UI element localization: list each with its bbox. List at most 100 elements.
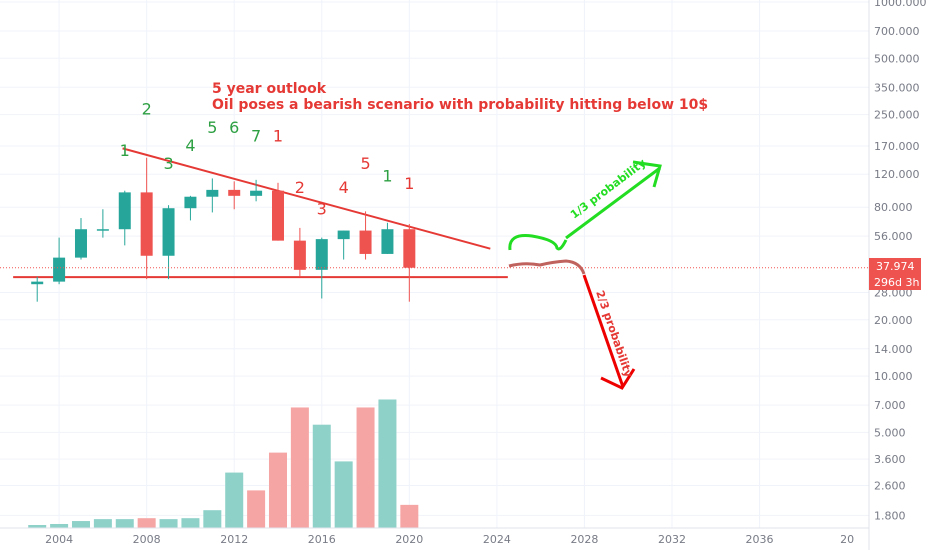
last-price-badge: [869, 258, 921, 274]
candle-body: [381, 229, 394, 254]
y-tick-label: 7.000: [874, 399, 906, 412]
wave-count-label: 1: [273, 126, 283, 145]
y-tick-label: 250.000: [874, 109, 920, 122]
x-tick-label: 2004: [45, 533, 73, 546]
candle-body: [315, 239, 328, 270]
wave-count-label: 6: [229, 118, 239, 137]
y-tick-label: 10.000: [874, 370, 913, 383]
candle-body: [53, 257, 66, 282]
bullish-projection-curve: [508, 234, 568, 251]
candle-body: [403, 229, 416, 268]
volume-bar: [334, 461, 353, 528]
wave-count-label: 1: [382, 166, 392, 185]
chart-subtitle: Oil poses a bearish scenario with probab…: [212, 97, 708, 113]
candle-body: [96, 229, 109, 231]
volume-bar: [356, 407, 375, 528]
volume-bar: [181, 518, 200, 528]
bullish-projection-arrowhead: [632, 160, 662, 188]
wave-count-label: 1: [404, 174, 414, 193]
y-tick-label: 5.000: [874, 426, 906, 439]
grid-lines: [0, 0, 869, 528]
y-tick-label: 350.000: [874, 81, 920, 94]
x-tick-label: 2024: [483, 533, 511, 546]
y-tick-label: 80.000: [874, 201, 913, 214]
candle-body: [250, 190, 263, 196]
y-tick-label: 2.600: [874, 480, 906, 493]
candle-body: [293, 240, 306, 270]
y-tick-label: 120.000: [874, 168, 920, 181]
x-tick-label: 2020: [395, 533, 423, 546]
trend-lines: [13, 147, 508, 279]
probability-up-label: 1/3 probability: [568, 156, 648, 221]
volume-bar: [290, 407, 309, 528]
bearish-projection-curve: [508, 259, 586, 275]
countdown-badge: [869, 274, 921, 290]
volume-bar: [159, 519, 178, 528]
y-tick-label: 3.600: [874, 453, 906, 466]
volume-bar: [225, 472, 244, 528]
outlook-annotation: 5 year outlook Oil poses a bearish scena…: [212, 81, 708, 113]
x-tick-label: 2008: [133, 533, 161, 546]
volume-bar: [137, 518, 156, 528]
last-price-badge-text: 37.974: [876, 260, 915, 273]
volume-histogram: [28, 399, 419, 528]
candle-body: [74, 229, 87, 258]
price-badges: 37.974 296d 3h: [869, 258, 921, 290]
wave-count-label: 2: [142, 100, 152, 119]
volume-bar: [93, 519, 112, 528]
wave-count-label: 4: [185, 136, 195, 155]
bullish-projection-arrow-shaft: [565, 166, 661, 240]
wave-count-label: 5: [207, 118, 217, 137]
candle-body: [337, 230, 350, 240]
y-tick-label: 1000.000: [874, 0, 927, 9]
volume-bar: [312, 424, 331, 528]
volume-bar: [50, 523, 69, 528]
bearish-projection-arrowhead: [600, 368, 636, 390]
x-tick-label: 2032: [658, 533, 686, 546]
candle-body: [162, 208, 175, 256]
wave-count-label: 5: [360, 154, 370, 173]
countdown-badge-text: 296d 3h: [874, 276, 919, 289]
candle-body: [206, 189, 219, 197]
y-tick-label: 14.000: [874, 343, 913, 356]
volume-bar: [378, 399, 397, 528]
wave-count-label: 3: [163, 154, 173, 173]
y-tick-label: 20.000: [874, 314, 913, 327]
candle-body: [271, 190, 284, 241]
wave-count-label: 7: [251, 126, 261, 145]
x-axis-ticks[interactable]: 2004 2008 2012 2016 2020 2024 2028 2032 2036 20: [45, 533, 854, 546]
x-tick-label: 2028: [570, 533, 598, 546]
volume-bar: [115, 519, 134, 528]
volume-bar: [268, 452, 287, 528]
volume-bar: [400, 504, 419, 528]
y-tick-label: 700.000: [874, 25, 920, 38]
wave-count-label: 2: [295, 178, 305, 197]
candle-body: [118, 192, 131, 230]
y-axis-ticks[interactable]: 1000.000 700.000 500.000 350.000 250.000 170.…: [874, 0, 927, 522]
volume-bar: [247, 490, 266, 528]
candlestick-series: [31, 157, 416, 302]
y-tick-label: 500.000: [874, 52, 920, 65]
wave-count-label: 1: [120, 141, 130, 160]
volume-bar: [203, 510, 222, 528]
x-tick-label: 2036: [746, 533, 774, 546]
x-tick-label: 20: [840, 533, 854, 546]
candle-body: [140, 192, 153, 256]
descending-resistance-line: [122, 147, 491, 250]
x-tick-label: 2012: [220, 533, 248, 546]
candle-body: [31, 281, 44, 285]
y-tick-label: 170.000: [874, 140, 920, 153]
x-tick-label: 2016: [308, 533, 336, 546]
wave-count-label: 4: [339, 178, 349, 197]
wave-count-label: 3: [317, 200, 327, 219]
volume-bar: [28, 525, 47, 528]
candle-body: [228, 189, 241, 196]
volume-bar: [71, 521, 90, 528]
y-tick-label: 56.000: [874, 230, 913, 243]
candle-body: [184, 196, 197, 209]
y-tick-label: 1.800: [874, 509, 906, 522]
bearish-projection-arrow-shaft: [582, 274, 625, 388]
